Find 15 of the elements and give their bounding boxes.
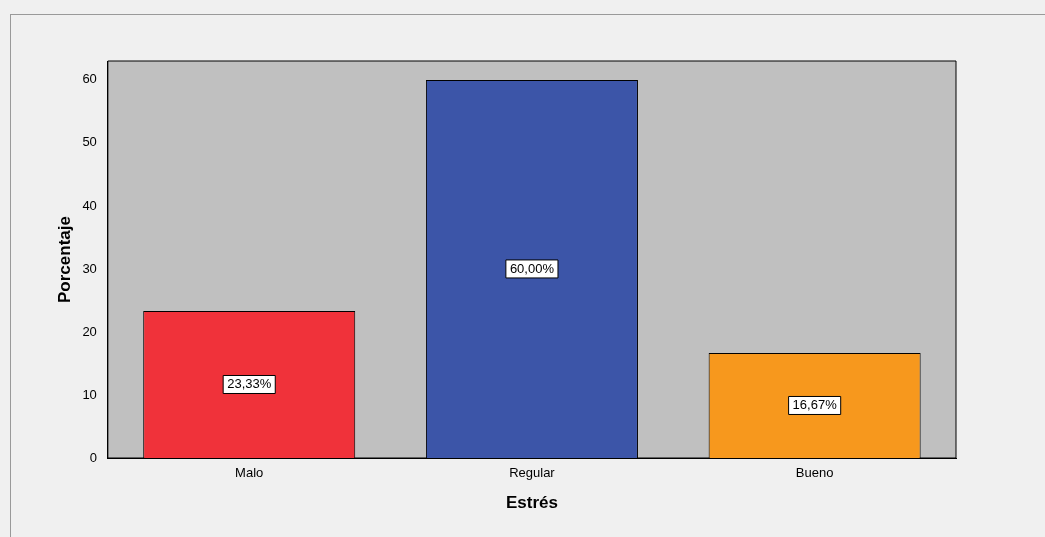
x-tick-label: Bueno [795, 465, 834, 481]
y-tick-label: 20 [82, 323, 97, 339]
y-axis-title: Porcentaje [54, 216, 74, 303]
data-label: 60,00% [509, 260, 555, 276]
y-tick-label: 0 [89, 449, 97, 465]
data-label: 23,33% [227, 376, 272, 392]
y-tick-label: 50 [82, 134, 97, 150]
y-tick-label: 10 [82, 386, 97, 402]
y-tick-label: 40 [82, 197, 97, 213]
x-tick-label: Malo [235, 465, 264, 481]
y-tick-label: 60 [82, 71, 97, 87]
x-tick-label: Regular [509, 465, 556, 481]
x-axis-title: Estrés [505, 493, 558, 513]
data-label: 16,67% [792, 397, 838, 413]
y-tick-label: 30 [82, 260, 97, 276]
